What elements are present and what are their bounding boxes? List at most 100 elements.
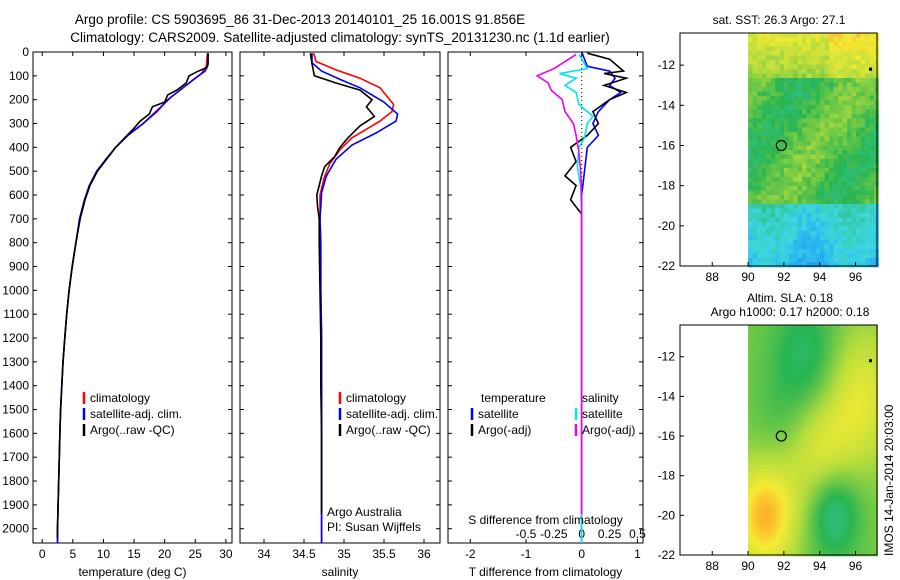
sla-map-cell	[769, 370, 773, 375]
sst-map-xtick-label: 94	[813, 270, 827, 284]
sst-map-cell	[842, 253, 848, 259]
sla-map-cell	[870, 367, 875, 371]
sst-map-cell	[869, 226, 875, 232]
sla-map-cell	[779, 458, 784, 462]
sla-map-cell	[762, 531, 766, 536]
sla-map-cell	[849, 342, 854, 347]
sst-map-cell	[784, 69, 789, 74]
sla-map-cell	[772, 423, 777, 427]
sla-map-cell	[786, 360, 791, 364]
sla-map-cell	[811, 381, 815, 385]
sla-map-cell	[755, 346, 759, 350]
sla-map-cell	[772, 472, 777, 476]
sst-map-cell	[761, 37, 767, 43]
sla-map-cell	[828, 360, 833, 364]
sst-map-cell	[793, 82, 798, 88]
sst-map-cell	[770, 231, 776, 236]
sla-map-cell	[762, 367, 766, 371]
sla-map-cell	[867, 356, 871, 361]
sla-map-cell	[783, 489, 787, 494]
sla-map-cell	[776, 353, 780, 357]
sla-map-cell	[839, 552, 843, 557]
sst-map-cell	[748, 208, 753, 214]
sst-map-cell	[856, 181, 861, 187]
sla-map-cell	[846, 514, 850, 518]
sst-map-cell	[761, 60, 767, 65]
sla-map-cell	[790, 416, 794, 420]
sst-map-cell	[797, 208, 803, 214]
sla-map-cell	[839, 360, 843, 364]
sla-map-cell	[783, 549, 787, 553]
sla-map-cell	[779, 524, 784, 529]
sst-map-cell	[869, 78, 875, 83]
sla-map-cell	[804, 507, 808, 511]
sla-map-cell	[849, 507, 854, 511]
sla-map-cell	[790, 440, 794, 445]
sst-map-cell	[761, 262, 767, 268]
sla-map-cell	[825, 412, 829, 417]
sla-map-cell	[825, 514, 829, 518]
sla-map-cell	[853, 451, 857, 455]
sla-map-cell	[804, 395, 808, 399]
sst-map-cell	[775, 73, 780, 79]
sla-map-cell	[825, 479, 829, 483]
sst-map-cell	[847, 159, 852, 164]
sla-map-cell	[797, 444, 801, 448]
sst-map-cell	[775, 55, 780, 61]
sst-map-cell	[752, 145, 758, 151]
sla-map-cell	[863, 482, 868, 487]
sla-map-cell	[835, 451, 840, 455]
sla-map-cell	[765, 489, 770, 494]
sla-map-cell	[853, 384, 857, 389]
sla-map-cell	[839, 412, 843, 417]
sla-map-cell	[751, 489, 756, 494]
sla-map-cell	[786, 510, 791, 515]
sla-map-cell	[751, 493, 756, 497]
sla-map-cell	[825, 335, 829, 340]
sst-map-cell	[847, 244, 852, 250]
sla-map-cell	[769, 325, 773, 329]
sla-map-cell	[842, 335, 847, 340]
sst-map-cell	[842, 78, 848, 83]
sla-map-cell	[849, 472, 854, 476]
sla-map-cell	[772, 360, 777, 364]
sla-map-cell	[842, 381, 847, 385]
sst-map-cell	[865, 249, 870, 254]
sla-map-cell	[779, 545, 784, 550]
sla-map-cell	[797, 440, 801, 445]
sst-map-cell	[856, 190, 861, 196]
sst-map-cell	[806, 127, 812, 133]
sla-map-cell	[811, 332, 815, 336]
sla-map-cell	[804, 461, 808, 466]
sla-map-cell	[839, 545, 843, 550]
sla-map-cell	[860, 500, 864, 504]
sla-map-cell	[786, 391, 791, 396]
sla-map-cell	[793, 510, 798, 515]
sla-map-cell	[804, 545, 808, 550]
sla-map-cell	[755, 405, 759, 410]
sst-map-cell	[811, 163, 816, 169]
sst-map-cell	[820, 258, 825, 263]
sla-map-cell	[856, 510, 861, 515]
sst-map-cell	[833, 55, 839, 61]
sst-map-cell	[815, 37, 821, 43]
sla-map-cell	[814, 349, 819, 354]
sst-map-cell	[824, 69, 830, 74]
sst-map-cell	[806, 60, 812, 65]
sla-map-cell	[832, 363, 836, 368]
sla-map-cell	[860, 461, 864, 466]
sla-map-cell	[818, 374, 822, 378]
sst-map-cell	[748, 100, 753, 106]
sla-map-cell	[772, 419, 777, 424]
sla-map-cell	[786, 437, 791, 441]
sst-map-cell	[766, 73, 771, 79]
sla-map-cell	[867, 433, 871, 438]
sla-map-cell	[793, 468, 798, 473]
sla-map-cell	[776, 496, 780, 501]
diff-t-xtick-label: 1	[634, 547, 641, 561]
sst-map-cell	[851, 253, 857, 259]
sla-map-cell	[783, 353, 787, 357]
sla-map-cell	[818, 514, 822, 518]
sst-map-cell	[779, 204, 785, 209]
sst-map-cell	[770, 186, 776, 191]
